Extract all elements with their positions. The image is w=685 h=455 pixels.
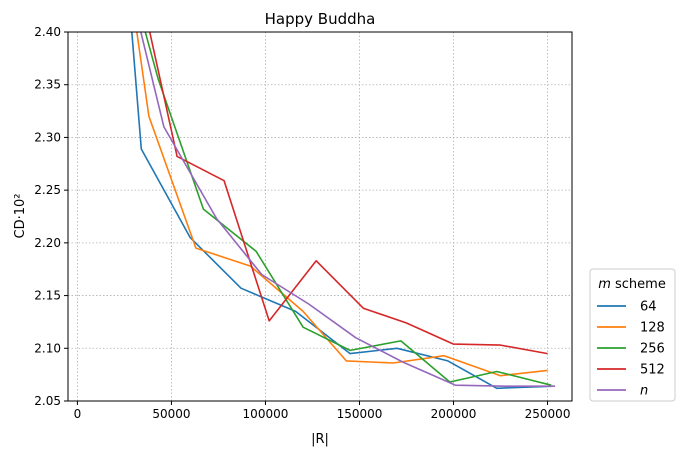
legend-label: 512 bbox=[640, 363, 665, 378]
legend-frame bbox=[589, 268, 676, 402]
legend-label: n bbox=[640, 384, 648, 399]
series-line-1 bbox=[136, 32, 548, 377]
chart-title: Happy Buddha bbox=[265, 10, 376, 28]
y-tick-label: 2.05 bbox=[34, 394, 61, 408]
x-tick-label: 250000 bbox=[525, 407, 571, 421]
legend-title: m scheme bbox=[598, 277, 666, 292]
legend: m scheme 64 128 256 512 n bbox=[589, 268, 676, 402]
x-tick-label: 100000 bbox=[243, 407, 289, 421]
series-line-0 bbox=[131, 32, 554, 390]
y-tick-label: 2.10 bbox=[34, 341, 61, 355]
series-layer bbox=[131, 32, 556, 390]
series-line-3 bbox=[148, 32, 548, 355]
legend-title-rest: scheme bbox=[611, 277, 666, 292]
x-tick-label: 50000 bbox=[152, 407, 190, 421]
legend-title-italic: m bbox=[598, 277, 611, 292]
legend-label: 128 bbox=[640, 321, 665, 336]
x-axis: 0 50000 100000 150000 200000 250000 bbox=[74, 401, 571, 421]
y-axis: 2.05 2.10 2.15 2.20 2.25 2.30 2.35 2.40 bbox=[34, 25, 68, 408]
x-tick-label: 150000 bbox=[337, 407, 383, 421]
y-axis-label-text: CD·10² bbox=[13, 194, 28, 239]
y-tick-label: 2.40 bbox=[34, 25, 61, 39]
y-tick-label: 2.35 bbox=[34, 78, 61, 92]
x-tick-label: 200000 bbox=[431, 407, 477, 421]
series-line-4 bbox=[140, 32, 556, 388]
y-tick-label: 2.30 bbox=[34, 130, 61, 144]
grid bbox=[68, 31, 572, 402]
legend-label: 256 bbox=[640, 342, 665, 357]
x-tick-label: 0 bbox=[74, 407, 82, 421]
legend-items: 64 128 256 512 n bbox=[597, 300, 665, 399]
y-tick-label: 2.15 bbox=[34, 289, 61, 303]
plot-frame bbox=[67, 31, 573, 402]
x-axis-label: |R| bbox=[311, 432, 329, 447]
series-line-2 bbox=[144, 32, 552, 386]
y-axis-label: CD·10² bbox=[13, 194, 28, 239]
legend-label: 64 bbox=[640, 300, 657, 315]
y-tick-label: 2.25 bbox=[34, 183, 61, 197]
y-tick-label: 2.20 bbox=[34, 236, 61, 250]
